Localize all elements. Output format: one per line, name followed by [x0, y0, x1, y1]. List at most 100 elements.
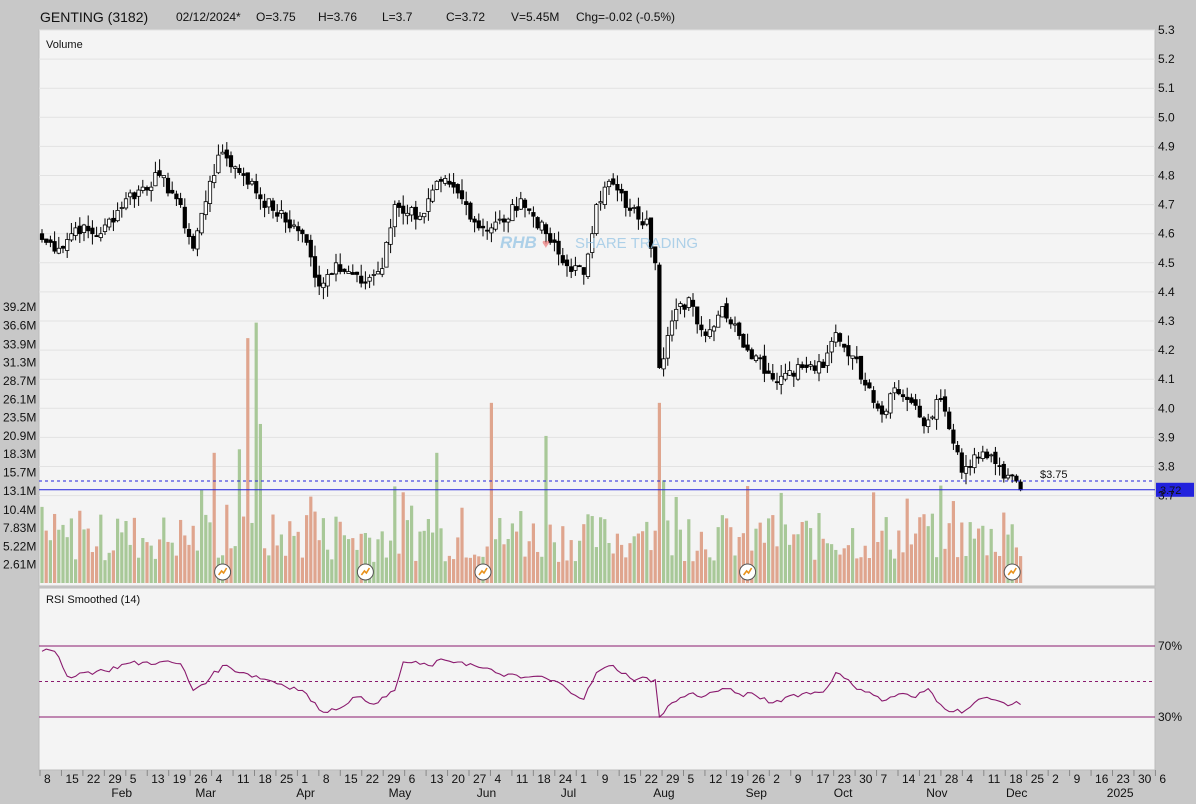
- volume-bar: [624, 557, 628, 583]
- x-tick-label: 9: [602, 772, 609, 786]
- volume-bar: [972, 538, 976, 583]
- volume-bar: [851, 528, 855, 583]
- price-tick-label: 5.2: [1158, 52, 1175, 66]
- event-marker-arrow[interactable]: [742, 567, 753, 576]
- candle-down: [447, 180, 452, 185]
- candle-down: [724, 303, 729, 319]
- ohlc-change: Chg=-0.02 (-0.5%): [576, 10, 676, 24]
- volume-bar: [271, 514, 275, 583]
- event-marker-icon[interactable]: [474, 563, 492, 581]
- x-tick-label: 15: [623, 772, 637, 786]
- event-marker-arrow[interactable]: [217, 567, 228, 576]
- volume-bar: [393, 486, 397, 583]
- volume-bar: [439, 528, 443, 583]
- candle-up: [321, 282, 326, 289]
- event-marker-icon[interactable]: [739, 563, 757, 581]
- volume-bar: [208, 522, 212, 583]
- volume-bar: [754, 528, 758, 583]
- candle-down: [955, 444, 960, 453]
- candle-down: [657, 264, 662, 368]
- volume-bar: [846, 545, 850, 583]
- rsi-panel[interactable]: [38, 587, 1156, 771]
- watermark-logo: RHB: [500, 233, 537, 252]
- candle-down: [896, 389, 901, 395]
- candle-up: [422, 212, 427, 218]
- candle-down: [569, 266, 574, 272]
- candle-down: [871, 390, 876, 403]
- x-tick-label: 2: [773, 772, 780, 786]
- candle-down: [182, 206, 187, 229]
- volume-bar: [233, 546, 237, 583]
- volume-bar: [628, 543, 632, 583]
- volume-bar: [300, 557, 304, 583]
- volume-bar: [788, 544, 792, 583]
- candle-up: [392, 204, 397, 228]
- candle-down: [186, 228, 192, 238]
- month-label: Sep: [746, 786, 768, 800]
- volume-bar: [498, 518, 502, 583]
- event-marker-arrow[interactable]: [360, 567, 371, 576]
- volume-bar: [250, 522, 254, 583]
- candle-down: [338, 264, 343, 272]
- volume-bar: [292, 535, 296, 583]
- volume-bar: [939, 485, 943, 583]
- volume-bar: [460, 507, 464, 583]
- volume-bar: [376, 539, 380, 583]
- x-tick-label: 8: [44, 772, 51, 786]
- volume-bar: [246, 338, 250, 583]
- current-price-box: [1156, 482, 1194, 497]
- candle-up: [573, 265, 578, 271]
- event-marker-icon[interactable]: [1003, 563, 1021, 581]
- volume-bar: [359, 533, 363, 583]
- x-tick-label: 23: [838, 772, 852, 786]
- volume-bar: [540, 556, 544, 583]
- volume-bar: [985, 555, 989, 583]
- x-tick-label: 4: [216, 772, 223, 786]
- volume-bar: [762, 542, 766, 583]
- event-marker-icon[interactable]: [356, 563, 374, 581]
- candle-up: [644, 218, 649, 225]
- candle-down: [938, 397, 943, 400]
- candle-up: [489, 227, 494, 234]
- volume-bar: [867, 558, 871, 583]
- volume-bar: [258, 423, 262, 583]
- x-tick-label: 1: [301, 772, 308, 786]
- event-marker-arrow[interactable]: [478, 567, 488, 576]
- candle-up: [65, 239, 70, 251]
- price-tick-label: 5.3: [1158, 23, 1175, 37]
- candle-up: [888, 393, 893, 414]
- candle-down: [577, 265, 582, 268]
- candle-up: [825, 352, 830, 367]
- event-markers[interactable]: [214, 563, 1021, 581]
- volume-bar: [456, 537, 460, 583]
- candle-down: [766, 370, 771, 374]
- candle-up: [346, 271, 351, 274]
- price-panel[interactable]: [38, 29, 1156, 587]
- volume-tick-label: 7.83M: [3, 521, 36, 535]
- volume-bar: [355, 549, 359, 583]
- volume-bar: [771, 515, 775, 583]
- volume-bar: [674, 496, 678, 583]
- x-tick-label: 11: [516, 772, 529, 786]
- price-tick-label: 3.9: [1158, 430, 1175, 444]
- candle-up: [119, 207, 124, 209]
- event-marker-icon[interactable]: [214, 563, 232, 581]
- x-tick-label: 26: [194, 772, 208, 786]
- volume-tick-label: 18.3M: [3, 447, 36, 461]
- volume-bar: [452, 559, 456, 583]
- candle-down: [653, 246, 658, 264]
- volume-bar: [968, 522, 972, 583]
- candle-down: [821, 361, 826, 368]
- ohlc-open: O=3.75: [256, 10, 296, 24]
- candle-up: [795, 364, 801, 380]
- x-tick-label: 22: [366, 772, 380, 786]
- volume-bar: [225, 504, 229, 583]
- event-marker-arrow[interactable]: [1007, 567, 1017, 576]
- candle-down: [623, 190, 628, 208]
- x-tick-label: 1: [580, 772, 587, 786]
- volume-bar: [813, 559, 817, 583]
- x-tick-label: 30: [859, 772, 873, 786]
- candle-up: [212, 175, 217, 184]
- candle-down: [132, 192, 137, 200]
